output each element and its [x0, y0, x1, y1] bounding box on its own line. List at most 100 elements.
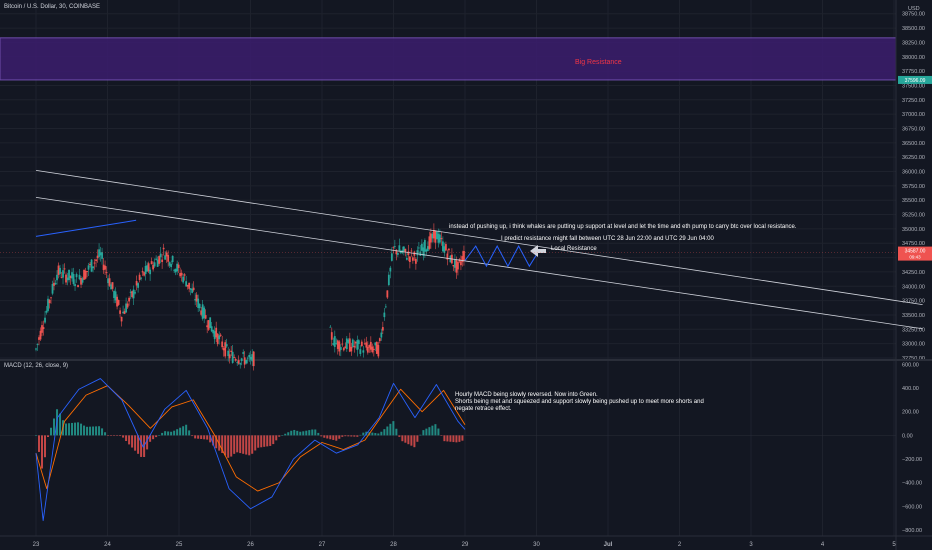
macd-histogram-bar [161, 432, 164, 436]
candle-body [363, 343, 366, 345]
macd-histogram-bar [461, 435, 464, 441]
macd-histogram-bar [230, 435, 233, 457]
macd-histogram-bar [377, 433, 380, 436]
macd-histogram-bar [455, 435, 458, 443]
candle-body [93, 262, 96, 264]
candle-body [203, 307, 206, 319]
candle-body [432, 229, 435, 239]
currency-label: USD [908, 6, 920, 12]
candle-body [239, 363, 242, 365]
macd-histogram-bar [221, 435, 224, 454]
macd-histogram-bar [434, 424, 437, 436]
candle-body [104, 265, 106, 270]
macd-histogram-bar [287, 432, 290, 436]
macd-histogram-bar [152, 435, 155, 440]
candle-body [442, 241, 444, 252]
macd-histogram-bar [212, 435, 215, 446]
main-note: instead of pushing up, i think whales ar… [449, 224, 797, 230]
candle-body [332, 343, 335, 345]
macd-histogram-bar [317, 432, 320, 436]
macd-histogram-bar [266, 435, 269, 447]
candle-body [107, 278, 109, 284]
macd-histogram-bar [224, 435, 227, 456]
price-axis-label: 37750.00 [902, 69, 925, 75]
macd-histogram-bar [59, 413, 62, 436]
price-axis-label: 37250.00 [902, 98, 925, 104]
macd-histogram-bar [98, 426, 101, 436]
candle-body [56, 274, 58, 281]
macd-histogram-bar [203, 435, 206, 440]
candle-body [457, 261, 459, 270]
candle-body [240, 358, 243, 362]
price-axis-label: 34250.00 [902, 270, 925, 276]
candle-body [237, 360, 240, 364]
candle-body [455, 259, 458, 273]
candle-body [389, 267, 392, 272]
macd-histogram-bar [44, 435, 47, 458]
macd-axis-label: 400.00 [902, 386, 919, 392]
candle-body [137, 283, 140, 288]
candle-body [408, 256, 411, 263]
macd-histogram-bar [341, 435, 344, 437]
candle-body [393, 246, 396, 248]
candle-body [431, 233, 434, 239]
candle-body [36, 343, 39, 345]
macd-histogram-bar [206, 435, 209, 440]
candle-body [147, 263, 150, 272]
candle-body [57, 265, 60, 275]
macd-histogram-bar [146, 435, 149, 450]
candle-body [81, 278, 84, 283]
time-axis-label: 5 [892, 542, 896, 548]
candle-body [129, 291, 132, 293]
candle-body [350, 346, 353, 352]
candle-body [183, 274, 186, 276]
macd-histogram-bar [386, 426, 389, 436]
macd-histogram-bar [278, 435, 281, 437]
macd-axis-label: −600.00 [902, 504, 922, 510]
candle-body [213, 331, 216, 340]
price-axis-label: 35750.00 [902, 184, 925, 190]
candle-body [74, 284, 76, 287]
macd-indicator-label[interactable]: MACD (12, 26, close, 9) [4, 363, 69, 369]
macd-histogram-bar [257, 435, 260, 448]
macd-axis-label: 0.00 [902, 433, 913, 439]
candle-body [420, 243, 423, 251]
price-axis-label: 33000.00 [902, 342, 925, 348]
candle-body [63, 268, 66, 270]
candle-body [386, 290, 389, 298]
candle-body [377, 344, 380, 357]
candle-body [224, 342, 227, 357]
macd-histogram-bar [158, 435, 161, 436]
candle-body [143, 272, 146, 276]
price-axis-label: 38000.00 [902, 55, 925, 61]
candle-body [182, 276, 185, 283]
candle-body [359, 349, 362, 354]
macd-histogram-bar [125, 435, 128, 441]
macd-histogram-bar [77, 422, 80, 436]
candle-body [83, 270, 85, 280]
macd-histogram-bar [344, 435, 347, 437]
macd-histogram-bar [50, 427, 53, 436]
candle-body [207, 320, 210, 330]
macd-histogram-bar [314, 429, 317, 436]
price-axis-label: 36750.00 [902, 126, 925, 132]
candle-body [201, 304, 204, 319]
macd-histogram-bar [353, 435, 356, 437]
candle-body [234, 358, 237, 361]
candle-body [191, 288, 194, 293]
macd-histogram-bar [188, 430, 191, 436]
candle-body [117, 300, 120, 305]
time-axis-label: 28 [390, 542, 397, 548]
candle-body [180, 272, 183, 276]
candle-body [186, 284, 189, 287]
macd-histogram-bar [254, 435, 257, 451]
macd-histogram-bar [167, 431, 170, 436]
candle-body [194, 299, 197, 301]
macd-histogram-bar [350, 435, 353, 437]
macd-axis-label: −200.00 [902, 457, 922, 463]
candle-body [360, 341, 363, 347]
candle-body [410, 250, 413, 252]
candle-body [425, 249, 428, 252]
candle-body [125, 303, 127, 313]
